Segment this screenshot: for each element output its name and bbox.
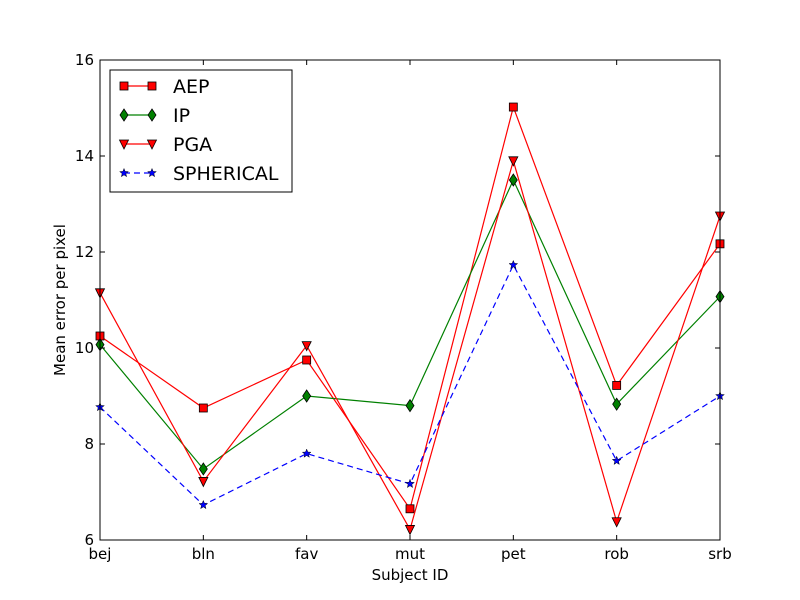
data-point-spherical: [301, 448, 312, 458]
data-point-aep: [302, 355, 312, 365]
data-point-pga: [611, 517, 622, 528]
y-tick-label: 12: [75, 243, 94, 261]
data-point-ip: [198, 462, 208, 476]
legend-marker: [147, 167, 157, 178]
legend-box: [109, 69, 293, 193]
data-point-ip: [302, 389, 312, 403]
x-tick-label: pet: [501, 545, 526, 563]
data-point-aep: [612, 381, 622, 390]
x-tick-label: rob: [604, 545, 629, 563]
data-point-spherical: [611, 455, 622, 466]
series-ip: [95, 173, 725, 476]
legend: AEP IP PGA SPHERICAL: [109, 69, 293, 193]
legend-label: AEP: [173, 76, 209, 98]
x-tick-label: bej: [89, 545, 112, 563]
legend-marker: [146, 139, 158, 150]
data-point-ip: [405, 398, 415, 413]
x-tick-label: bln: [192, 545, 215, 563]
data-point-spherical: [405, 478, 415, 489]
data-point-pga: [404, 525, 416, 536]
data-point-pga: [198, 477, 209, 488]
data-point-ip: [508, 173, 518, 187]
data-point-aep: [198, 403, 208, 413]
y-axis-label: Mean error per pixel: [51, 224, 69, 376]
y-tick-label: 6: [84, 531, 94, 549]
legend-marker: [119, 167, 129, 178]
legend-label: PGA: [173, 134, 212, 156]
legend-label: IP: [173, 105, 190, 127]
data-point-pga: [508, 156, 519, 167]
legend-marker: [118, 139, 130, 150]
data-point-aep: [405, 504, 415, 514]
data-point-ip: [612, 397, 622, 411]
legend-item-aep: AEP: [119, 76, 209, 98]
y-tick-label: 8: [84, 435, 94, 453]
y-tick-label: 14: [75, 147, 94, 165]
legend-marker: [119, 108, 129, 122]
data-point-spherical: [508, 259, 519, 270]
data-point-spherical: [198, 499, 209, 510]
legend-label: SPHERICAL: [173, 163, 279, 185]
x-tick-label: srb: [708, 545, 732, 563]
data-point-aep: [508, 102, 518, 112]
series-layer: [94, 102, 726, 536]
legend-marker: [147, 81, 157, 91]
x-tick-label: mut: [395, 545, 425, 563]
data-point-pga: [301, 341, 312, 352]
y-tick-label: 10: [75, 339, 94, 357]
legend-item-spherical: SPHERICAL: [119, 163, 279, 185]
legend-item-pga: PGA: [118, 134, 212, 156]
series-pga: [94, 156, 726, 536]
y-tick-label: 16: [75, 51, 94, 69]
x-axis-label: Subject ID: [372, 566, 449, 584]
x-tick-label: fav: [295, 545, 318, 563]
legend-marker: [147, 108, 157, 122]
legend-marker: [119, 81, 129, 91]
legend-item-ip: IP: [119, 105, 190, 127]
axis-layer: bej bln fav mut pet rob srb 6 8 10 12 14 16: [75, 51, 732, 563]
